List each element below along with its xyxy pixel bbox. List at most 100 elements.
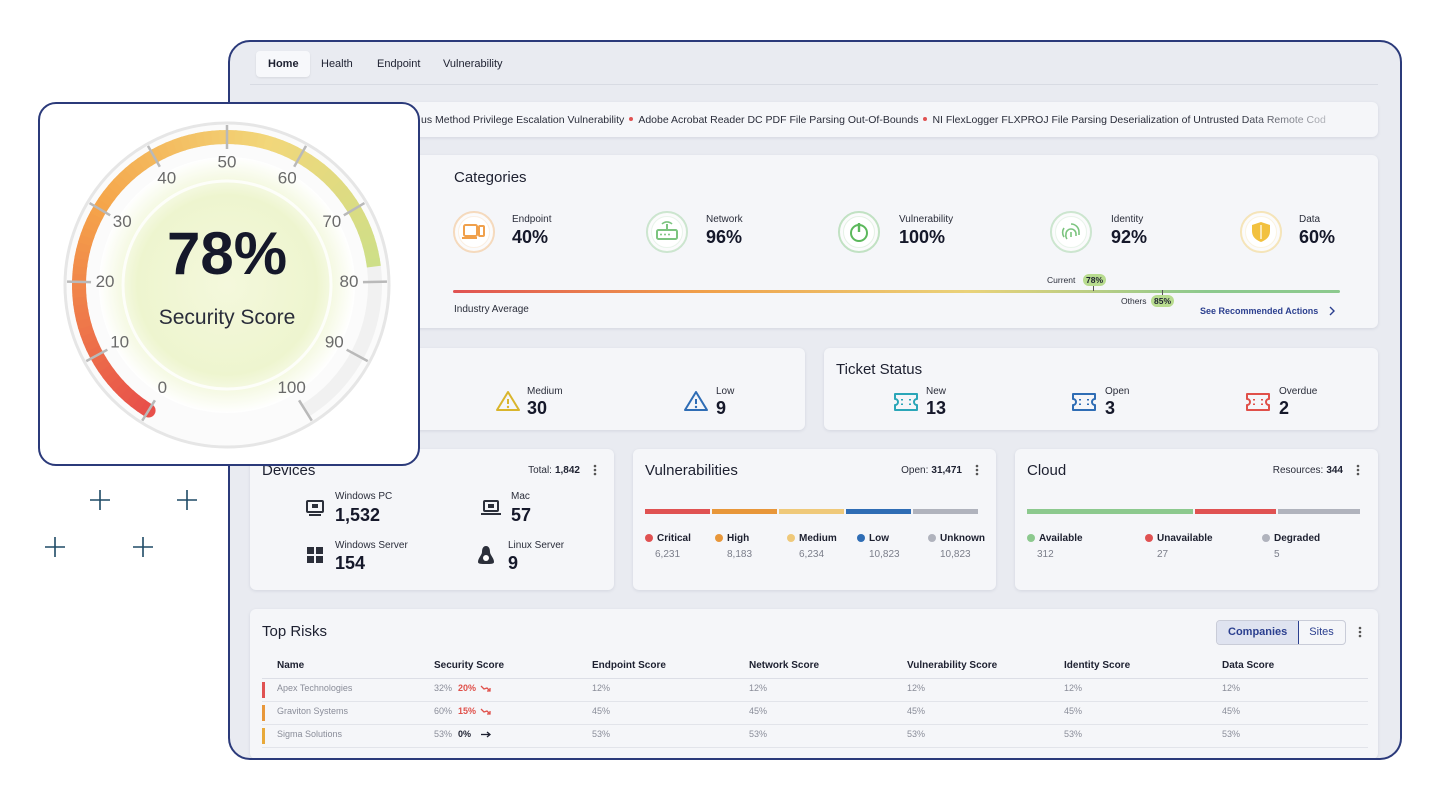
warning-icon	[684, 391, 708, 411]
icon-part	[1329, 306, 1335, 316]
tab[interactable]: Endpoint	[377, 58, 421, 70]
legend-dot	[1145, 534, 1153, 542]
others-value: 85%	[1151, 295, 1175, 307]
ticker-item: us Method Privilege Escalation Vulnerabi…	[421, 114, 625, 126]
score-cell: 53%	[1064, 729, 1083, 739]
cloud-card	[1015, 449, 1378, 590]
inner-glow	[99, 157, 355, 413]
status-segment	[846, 509, 911, 514]
icon-part	[307, 547, 314, 554]
total-label: Open:	[901, 465, 929, 476]
column-header: Name	[277, 660, 305, 671]
icon-part	[660, 233, 662, 236]
ticker-card	[250, 102, 1378, 137]
score-cell: 45%	[907, 706, 926, 716]
gauge-tick	[85, 348, 108, 363]
icon-part	[306, 500, 324, 513]
legend-dot	[645, 534, 653, 542]
icon-part	[1072, 393, 1096, 411]
legend-item: Unavailable	[1145, 533, 1213, 544]
legend-dot	[1262, 534, 1270, 542]
device-name: Linux Server	[508, 540, 565, 551]
tab[interactable]: Health	[321, 58, 353, 70]
status-segment	[1194, 509, 1276, 514]
legend-dot	[928, 534, 936, 542]
icon-part	[1358, 626, 1362, 630]
icon-part	[478, 225, 485, 237]
column-header: Data Score	[1222, 660, 1275, 671]
security-score: 78%	[167, 220, 287, 287]
legend-name: Available	[1039, 533, 1083, 544]
column-header: Network Score	[749, 660, 820, 671]
ticker-item: NI FlexLogger FLXPROJ File Parsing Deser…	[932, 114, 1326, 126]
score-cell: 12%	[1064, 683, 1083, 693]
score-change: 0%	[458, 729, 472, 739]
status-segment	[712, 509, 777, 514]
company-name: Graviton Systems	[277, 706, 349, 716]
gauge-tick-label: 40	[157, 168, 176, 187]
view-button[interactable]: Companies	[1216, 621, 1300, 644]
icon-part	[684, 391, 708, 411]
row-marker	[262, 728, 265, 744]
gauge-tick-label: 70	[322, 212, 341, 231]
ticket-count: 2	[1279, 398, 1290, 418]
category-icon	[1050, 211, 1092, 253]
security-score: 53%	[434, 729, 453, 739]
view-button[interactable]: Sites	[1309, 626, 1334, 638]
ticket-icon	[1072, 393, 1096, 411]
total-value: 31,471	[931, 465, 962, 476]
score-cell: 12%	[749, 683, 768, 693]
score-cell: 12%	[592, 683, 611, 693]
column-header: Vulnerability Score	[907, 660, 998, 671]
score-cell: 53%	[749, 729, 768, 739]
ticket-count: 3	[1105, 398, 1116, 418]
icon-part	[593, 472, 597, 476]
device-count: 9	[508, 553, 519, 573]
ticket-name: New	[926, 386, 947, 397]
icon-part	[312, 504, 318, 508]
inner-ring	[121, 179, 333, 391]
icon-part	[487, 688, 491, 692]
device-name: Mac	[511, 491, 530, 502]
legend-name: Unknown	[940, 533, 985, 544]
icon-part	[1358, 630, 1362, 634]
trend-icon	[480, 685, 491, 692]
total-value: 1,842	[554, 465, 580, 476]
legend-count: 312	[1037, 549, 1054, 560]
baseline-label: Industry Average	[454, 304, 529, 315]
gauge-tick	[343, 201, 366, 217]
icon-part	[975, 464, 979, 468]
icon-part	[1061, 223, 1080, 240]
device-icon	[307, 547, 323, 563]
separator-dot	[923, 117, 928, 122]
icon-part	[463, 224, 478, 237]
legend-name: Degraded	[1274, 533, 1321, 544]
legend-item: Unknown	[928, 533, 985, 544]
action-link[interactable]: See Recommended Actions	[1200, 306, 1319, 316]
icon-part	[975, 468, 979, 472]
legend-name: High	[727, 533, 750, 544]
icon-part	[1356, 468, 1360, 472]
device-icon	[481, 500, 501, 515]
gauge-tick	[141, 399, 156, 422]
tab[interactable]: Home	[268, 58, 299, 70]
gauge-tick	[346, 348, 369, 363]
score-cell: 45%	[1064, 706, 1083, 716]
row-marker	[262, 682, 265, 698]
chevron	[1329, 306, 1335, 316]
legend-name: Critical	[657, 533, 691, 544]
status-segment	[1027, 509, 1193, 514]
total-label: Resources:	[1272, 465, 1324, 476]
category-name: Data	[1299, 214, 1321, 225]
icon-part	[975, 472, 979, 476]
alert-name: Medium	[527, 386, 563, 397]
gauge-tick	[298, 399, 313, 422]
tab[interactable]: Vulnerability	[443, 58, 503, 70]
legend-dot	[715, 534, 723, 542]
alert-name: Low	[716, 386, 735, 397]
score-change: 15%	[458, 706, 477, 716]
row-rule	[262, 724, 1368, 725]
category-name: Network	[706, 214, 743, 225]
total-value: 344	[1326, 465, 1343, 476]
